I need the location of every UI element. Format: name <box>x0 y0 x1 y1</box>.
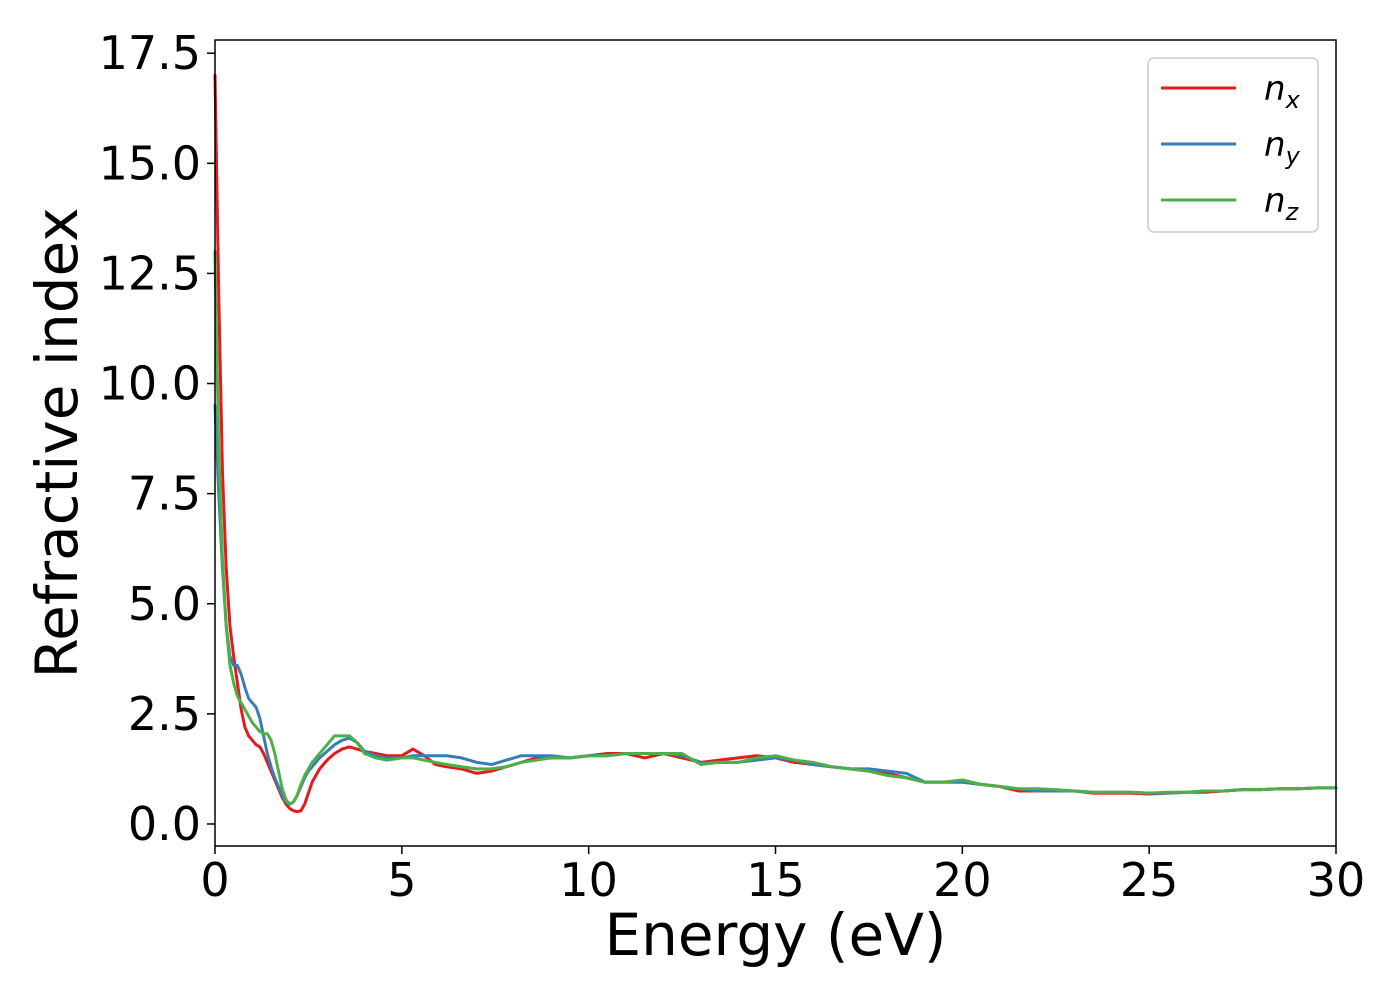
legend-label: ny <box>1264 125 1301 170</box>
series-layer <box>213 73 1338 814</box>
legend: nx ny nz <box>1147 57 1319 233</box>
ticks-layer: 0 5 10 15 20 25 30 0.0 2.5 5.0 7.5 10.0 12.5 15.0 17.5 <box>99 26 1366 907</box>
x-tick-label: 15 <box>746 853 805 907</box>
y-tick-label: 7.5 <box>128 467 201 521</box>
y-axis-label: Refractive index <box>23 207 91 678</box>
x-axis-label: Energy (eV) <box>604 901 946 969</box>
series-line-n-z <box>213 249 1338 806</box>
y-tick-label: 2.5 <box>128 687 201 741</box>
x-tick-label: 20 <box>933 853 992 907</box>
x-tick-label: 10 <box>559 853 618 907</box>
x-tick-label: 25 <box>1120 853 1179 907</box>
y-tick-label: 5.0 <box>128 577 201 631</box>
y-tick-label: 10.0 <box>99 357 201 411</box>
y-tick-label: 12.5 <box>99 246 201 300</box>
x-tick-label: 0 <box>200 853 229 907</box>
x-tick-label: 5 <box>387 853 416 907</box>
y-tick-label: 17.5 <box>99 26 201 80</box>
legend-label: nx <box>1264 69 1301 114</box>
y-tick-label: 0.0 <box>128 797 201 851</box>
x-tick-label: 30 <box>1307 853 1366 907</box>
y-tick-label: 15.0 <box>99 136 201 190</box>
legend-label: nz <box>1264 181 1300 226</box>
